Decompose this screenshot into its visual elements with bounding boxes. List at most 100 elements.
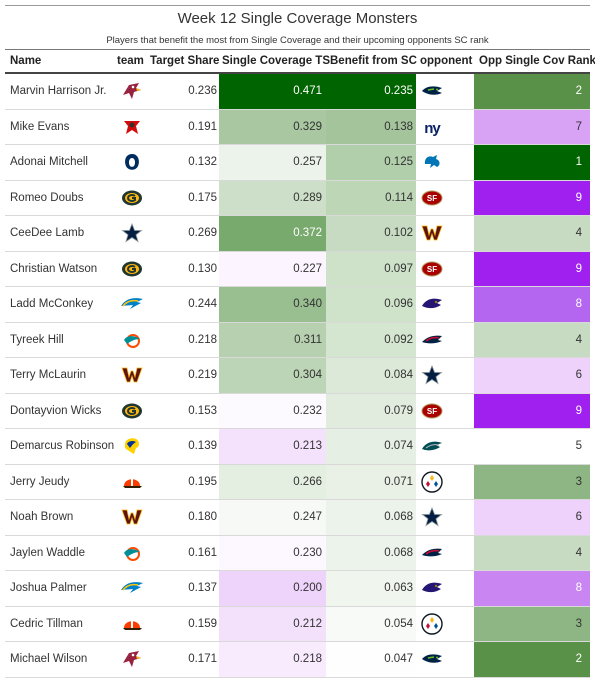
target-share-cell: 0.132 xyxy=(188,156,217,169)
player-name: Dontayvion Wicks xyxy=(10,404,102,417)
single-coverage-ts-cell: 0.200 xyxy=(219,571,326,606)
target-share-cell: 0.159 xyxy=(188,617,217,630)
table-row: Dontayvion Wicks 0.153 0.232 0.079 SF 9 xyxy=(5,393,590,429)
target-share-cell: 0.191 xyxy=(188,120,217,133)
team-logo-icon xyxy=(120,577,144,599)
opp-rank-cell: 1 xyxy=(474,145,590,180)
team-logo-cell xyxy=(113,287,151,322)
benefit-cell: 0.102 xyxy=(326,216,416,251)
target-share-cell: 0.139 xyxy=(188,440,217,453)
single-coverage-ts-cell: 0.266 xyxy=(219,464,326,499)
opp-rank-cell: 4 xyxy=(474,535,590,570)
header-top-rule xyxy=(5,49,590,50)
table-row: Jerry Jeudy 0.195 0.266 0.071 3 xyxy=(5,464,590,500)
column-header-row: Name team Target Share Single Coverage T… xyxy=(5,50,595,72)
target-share-cell: 0.161 xyxy=(188,546,217,559)
team-logo-cell xyxy=(113,323,151,358)
player-name: Terry McLaurin xyxy=(10,369,87,382)
top-rule xyxy=(5,5,590,6)
table-row: Romeo Doubs 0.175 0.289 0.114 SF 9 xyxy=(5,180,590,216)
opponent-logo-cell xyxy=(416,465,474,500)
team-logo-icon xyxy=(120,329,144,351)
opponent-logo-icon xyxy=(420,577,444,599)
opponent-logo-cell xyxy=(416,607,474,642)
team-logo-cell xyxy=(113,500,151,535)
player-name: Michael Wilson xyxy=(10,653,88,666)
target-share-cell: 0.137 xyxy=(188,582,217,595)
col-header-target-share: Target Share xyxy=(150,55,220,67)
benefit-cell: 0.092 xyxy=(326,322,416,357)
table-row: Ladd McConkey 0.244 0.340 0.096 8 xyxy=(5,287,590,323)
team-logo-cell xyxy=(113,358,151,393)
single-coverage-ts-cell: 0.232 xyxy=(219,393,326,428)
opponent-logo-icon xyxy=(420,471,444,493)
player-name: CeeDee Lamb xyxy=(10,227,85,240)
target-share-cell: 0.269 xyxy=(188,227,217,240)
benefit-cell: 0.138 xyxy=(326,109,416,144)
benefit-cell: 0.071 xyxy=(326,464,416,499)
opp-rank-cell: 3 xyxy=(474,606,590,641)
player-name: Joshua Palmer xyxy=(10,582,87,595)
team-logo-icon xyxy=(120,400,144,422)
opponent-logo-icon xyxy=(420,542,444,564)
benefit-cell: 0.096 xyxy=(326,287,416,322)
team-logo-icon xyxy=(120,542,144,564)
opp-rank-cell: 4 xyxy=(474,322,590,357)
target-share-cell: 0.236 xyxy=(188,85,217,98)
player-name: Noah Brown xyxy=(10,511,74,524)
table-row: Adonai Mitchell 0.132 0.257 0.125 1 xyxy=(5,145,590,181)
table-row: Demarcus Robinson 0.139 0.213 0.074 5 xyxy=(5,429,590,465)
team-logo-icon xyxy=(120,80,144,102)
target-share-cell: 0.175 xyxy=(188,191,217,204)
opponent-logo-cell xyxy=(416,323,474,358)
single-coverage-ts-cell: 0.247 xyxy=(219,500,326,535)
team-logo-cell xyxy=(113,145,151,180)
benefit-cell: 0.084 xyxy=(326,358,416,393)
table-row: Noah Brown 0.180 0.247 0.068 6 xyxy=(5,500,590,536)
opp-rank-cell: 2 xyxy=(474,74,590,109)
single-coverage-ts-cell: 0.213 xyxy=(219,429,326,464)
opp-rank-cell: 6 xyxy=(474,500,590,535)
table-body: Marvin Harrison Jr. 0.236 0.471 0.235 2 Mike … xyxy=(5,74,590,678)
table-row: Marvin Harrison Jr. 0.236 0.471 0.235 2 xyxy=(5,74,590,110)
col-header-team: team xyxy=(117,55,144,67)
target-share-cell: 0.219 xyxy=(188,369,217,382)
benefit-cell: 0.068 xyxy=(326,535,416,570)
single-coverage-ts-cell: 0.372 xyxy=(219,216,326,251)
opponent-logo-icon xyxy=(420,80,444,102)
opponent-logo-cell: SF xyxy=(416,181,474,216)
team-logo-icon xyxy=(120,471,144,493)
single-coverage-ts-cell: 0.311 xyxy=(219,322,326,357)
team-logo-cell xyxy=(113,110,151,145)
col-header-name: Name xyxy=(10,55,42,67)
team-logo-cell xyxy=(113,394,151,429)
opponent-logo-icon xyxy=(420,648,444,670)
target-share-cell: 0.153 xyxy=(188,404,217,417)
benefit-cell: 0.063 xyxy=(326,571,416,606)
opponent-logo-icon: ny xyxy=(420,116,444,138)
svg-text:SF: SF xyxy=(427,194,437,203)
opponent-logo-icon xyxy=(420,613,444,635)
benefit-cell: 0.068 xyxy=(326,500,416,535)
player-name: Marvin Harrison Jr. xyxy=(10,85,107,98)
team-logo-cell xyxy=(113,74,151,109)
single-coverage-ts-cell: 0.227 xyxy=(219,251,326,286)
opponent-logo-cell xyxy=(416,145,474,180)
table-title: Week 12 Single Coverage Monsters xyxy=(177,10,418,27)
opponent-logo-cell xyxy=(416,216,474,251)
team-logo-icon xyxy=(120,648,144,670)
target-share-cell: 0.244 xyxy=(188,298,217,311)
opponent-logo-icon xyxy=(420,329,444,351)
col-header-opponent: opponent xyxy=(420,55,473,67)
team-logo-icon xyxy=(120,258,144,280)
player-name: Tyreek Hill xyxy=(10,333,64,346)
team-logo-icon xyxy=(120,293,144,315)
single-coverage-ts-cell: 0.230 xyxy=(219,535,326,570)
table-row: Jaylen Waddle 0.161 0.230 0.068 4 xyxy=(5,535,590,571)
opp-rank-cell: 8 xyxy=(474,571,590,606)
player-name: Jaylen Waddle xyxy=(10,546,86,559)
single-coverage-ts-cell: 0.257 xyxy=(219,145,326,180)
team-logo-icon xyxy=(120,613,144,635)
opponent-logo-cell xyxy=(416,536,474,571)
